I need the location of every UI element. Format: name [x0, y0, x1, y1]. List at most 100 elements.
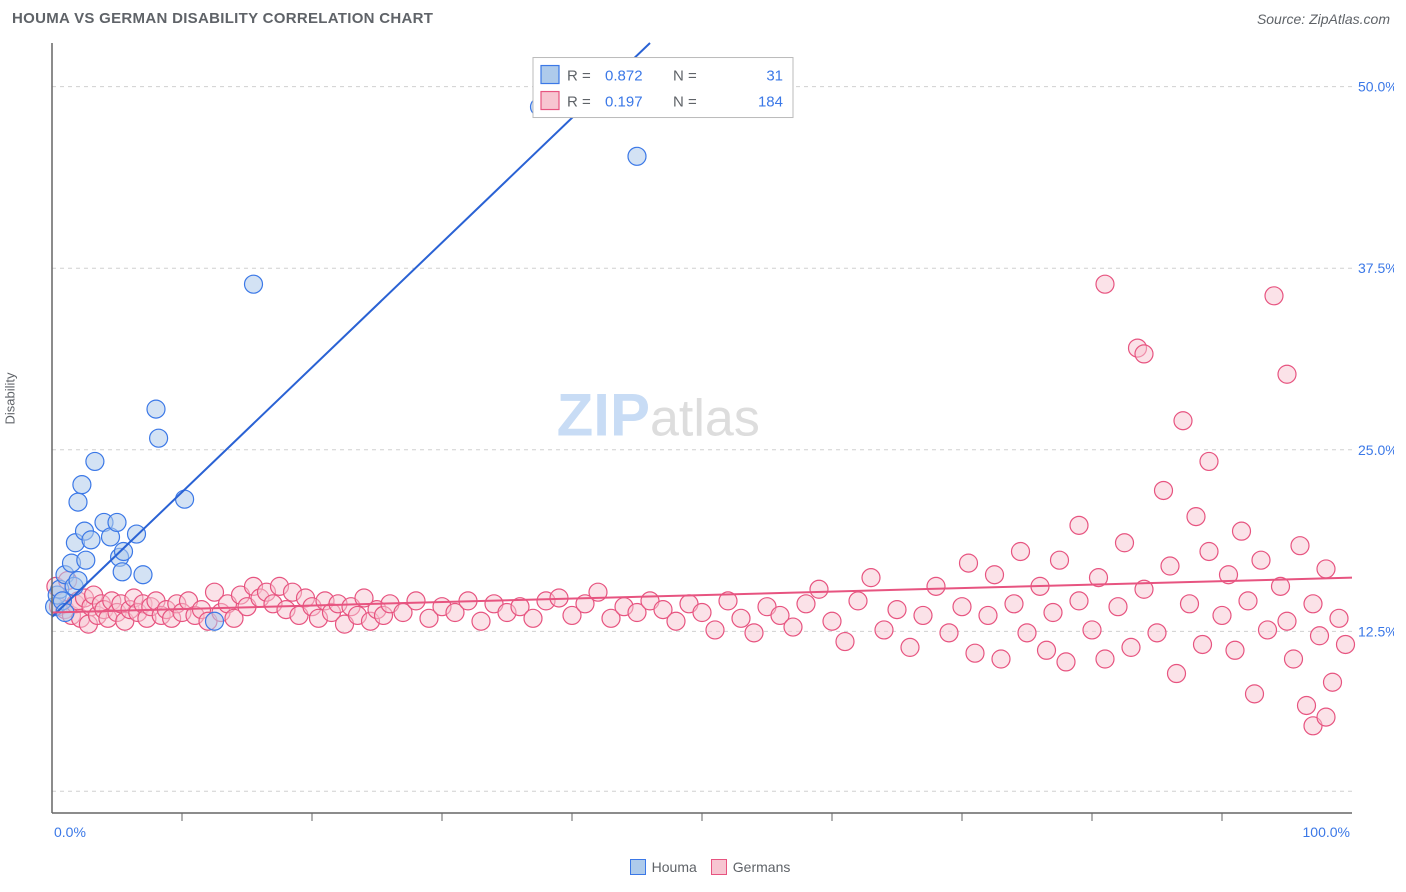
data-point: [914, 606, 932, 624]
y-tick-label: 25.0%: [1358, 442, 1394, 458]
data-point: [1285, 650, 1303, 668]
y-tick-label: 50.0%: [1358, 79, 1394, 95]
legend-n-value: 31: [766, 68, 783, 85]
data-point: [206, 612, 224, 630]
data-point: [1174, 412, 1192, 430]
data-point: [960, 554, 978, 572]
data-point: [979, 606, 997, 624]
data-point: [1018, 624, 1036, 642]
data-point: [1311, 627, 1329, 645]
data-point: [1330, 609, 1348, 627]
data-point: [1317, 708, 1335, 726]
data-point: [888, 601, 906, 619]
legend-swatch: [711, 859, 727, 875]
data-point: [1161, 557, 1179, 575]
data-point: [147, 400, 165, 418]
data-point: [1070, 516, 1088, 534]
data-point: [1168, 665, 1186, 683]
data-point: [1012, 542, 1030, 560]
data-point: [797, 595, 815, 613]
data-point: [992, 650, 1010, 668]
data-point: [1096, 275, 1114, 293]
data-point: [732, 609, 750, 627]
data-point: [1213, 606, 1231, 624]
data-point: [82, 531, 100, 549]
data-point: [1259, 621, 1277, 639]
data-point: [836, 633, 854, 651]
data-point: [966, 644, 984, 662]
data-point: [1265, 287, 1283, 305]
data-point: [407, 592, 425, 610]
data-point: [1044, 604, 1062, 622]
legend-swatch: [541, 92, 559, 110]
data-point: [86, 452, 104, 470]
chart-title: HOUMA VS GERMAN DISABILITY CORRELATION C…: [12, 10, 433, 27]
data-point: [940, 624, 958, 642]
data-point: [706, 621, 724, 639]
legend-label: Germans: [733, 859, 791, 875]
data-point: [1252, 551, 1270, 569]
data-point: [1181, 595, 1199, 613]
legend-swatch: [630, 859, 646, 875]
data-point: [115, 542, 133, 560]
data-point: [1324, 673, 1342, 691]
data-point: [927, 577, 945, 595]
legend-r-label: R =: [567, 68, 591, 85]
data-point: [1226, 641, 1244, 659]
data-point: [108, 513, 126, 531]
data-point: [245, 275, 263, 293]
data-point: [1135, 345, 1153, 363]
data-point: [1194, 635, 1212, 653]
data-point: [113, 563, 131, 581]
x-tick-label: 0.0%: [54, 824, 86, 840]
data-point: [134, 566, 152, 584]
legend-r-value: 0.197: [605, 94, 643, 111]
data-point: [1317, 560, 1335, 578]
data-point: [953, 598, 971, 616]
scatter-plot: ZIPatlas0.0%100.0%12.5%25.0%37.5%50.0%R …: [12, 33, 1394, 853]
legend-n-value: 184: [758, 94, 783, 111]
data-point: [1083, 621, 1101, 639]
data-point: [1304, 595, 1322, 613]
data-point: [176, 490, 194, 508]
data-point: [901, 638, 919, 656]
data-point: [1233, 522, 1251, 540]
data-point: [693, 604, 711, 622]
data-point: [128, 525, 146, 543]
data-point: [810, 580, 828, 598]
legend-swatch: [541, 66, 559, 84]
y-tick-label: 37.5%: [1358, 260, 1394, 276]
data-point: [1109, 598, 1127, 616]
data-point: [77, 551, 95, 569]
data-point: [745, 624, 763, 642]
legend-n-label: N =: [673, 94, 697, 111]
data-point: [1278, 365, 1296, 383]
data-point: [986, 566, 1004, 584]
legend-r-label: R =: [567, 94, 591, 111]
data-point: [1155, 481, 1173, 499]
data-point: [1187, 508, 1205, 526]
data-point: [1038, 641, 1056, 659]
data-point: [667, 612, 685, 630]
data-point: [1246, 685, 1264, 703]
data-point: [1148, 624, 1166, 642]
data-point: [1005, 595, 1023, 613]
data-point: [524, 609, 542, 627]
data-point: [472, 612, 490, 630]
data-point: [1122, 638, 1140, 656]
data-point: [1070, 592, 1088, 610]
data-point: [1116, 534, 1134, 552]
data-point: [862, 569, 880, 587]
x-tick-label: 100.0%: [1303, 824, 1350, 840]
data-point: [1200, 452, 1218, 470]
legend-r-value: 0.872: [605, 68, 643, 85]
data-point: [1278, 612, 1296, 630]
data-point: [150, 429, 168, 447]
data-point: [823, 612, 841, 630]
y-tick-label: 12.5%: [1358, 623, 1394, 639]
data-point: [1239, 592, 1257, 610]
source-label: Source: ZipAtlas.com: [1257, 11, 1390, 27]
data-point: [73, 476, 91, 494]
legend-label: Houma: [652, 859, 697, 875]
legend-n-label: N =: [673, 68, 697, 85]
